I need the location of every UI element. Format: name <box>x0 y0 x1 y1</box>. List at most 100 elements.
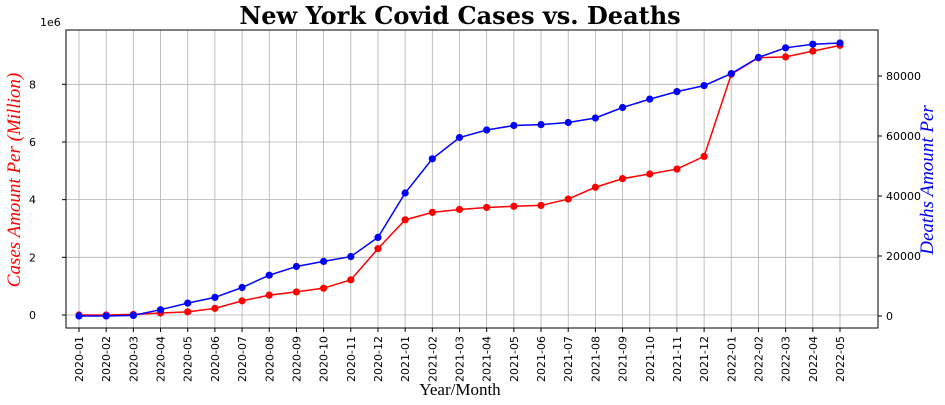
series-point-cases <box>428 208 436 216</box>
series-point-cases <box>320 284 328 292</box>
series-point-cases <box>265 291 273 299</box>
series-point-cases <box>591 183 599 191</box>
series-point-cases <box>646 170 654 178</box>
series-point-cases <box>401 216 409 224</box>
x-tick-label: 2021-12 <box>698 336 711 382</box>
series-point-deaths <box>455 133 464 142</box>
x-tick-label: 2021-01 <box>399 336 412 382</box>
series-point-cases <box>782 53 790 61</box>
series-point-deaths <box>618 103 627 112</box>
x-tick-label: 2021-11 <box>671 336 684 382</box>
x-tick-label: 2020-10 <box>318 336 331 382</box>
x-axis: 2020-01 2020-02 2020-03 2020-04 2020-05 2020-… <box>73 328 847 382</box>
x-tick-label: 2020-11 <box>345 336 358 382</box>
series-point-cases <box>537 201 545 210</box>
series-point-deaths <box>156 306 165 314</box>
series-point-deaths <box>836 39 844 47</box>
right-tick-label: 60000 <box>886 130 921 143</box>
x-tick-label: 2020-09 <box>290 336 303 382</box>
x-tick-label: 2021-08 <box>589 336 602 382</box>
x-tick-label: 2022-02 <box>752 336 765 382</box>
series-point-deaths <box>238 283 246 292</box>
series-point-deaths <box>184 299 192 307</box>
series-point-deaths <box>428 155 436 163</box>
series-point-deaths <box>646 95 654 103</box>
series-point-deaths <box>727 70 735 78</box>
series-point-deaths <box>347 253 355 261</box>
x-tick-label: 2021-09 <box>617 336 630 382</box>
x-tick-label: 2020-03 <box>127 336 140 382</box>
series-point-cases <box>673 165 681 173</box>
series-layer <box>75 39 844 320</box>
right-tick-label: 80000 <box>886 70 921 83</box>
plot-frame <box>65 29 879 329</box>
grid <box>66 30 878 328</box>
x-tick-label: 2021-04 <box>481 336 494 382</box>
series-point-deaths <box>129 311 137 319</box>
x-tick-label: 2021-03 <box>454 336 467 382</box>
left-offset-text: 1e6 <box>40 16 61 29</box>
series-point-deaths <box>320 257 328 265</box>
left-y-axis: 0 2 4 6 8 <box>29 78 66 322</box>
x-tick-label: 2020-04 <box>155 336 168 382</box>
series-point-cases <box>510 202 518 210</box>
x-tick-label: 2021-10 <box>644 336 657 382</box>
series-point-cases <box>292 288 301 296</box>
series-point-deaths <box>265 271 273 279</box>
series-point-deaths <box>374 233 382 241</box>
x-tick-label: 2022-01 <box>725 336 738 382</box>
x-tick-label: 2022-04 <box>807 336 820 382</box>
right-tick-label: 20000 <box>886 250 921 263</box>
right-y-axis: 0 20000 40000 60000 80000 <box>878 70 921 323</box>
x-tick-label: 2020-07 <box>236 336 249 382</box>
series-point-deaths <box>809 40 817 48</box>
x-tick-label: 2021-07 <box>562 336 575 382</box>
series-point-cases <box>238 297 246 305</box>
left-tick-label: 8 <box>29 78 36 91</box>
series-point-deaths <box>483 126 491 134</box>
series-point-cases <box>483 203 491 212</box>
series-point-deaths <box>700 82 708 90</box>
x-tick-label: 2020-06 <box>209 336 222 382</box>
x-tick-label: 2020-12 <box>372 336 385 382</box>
x-tick-label: 2021-05 <box>508 336 521 382</box>
series-point-cases <box>618 174 627 183</box>
series-point-cases <box>374 245 382 253</box>
series-point-deaths <box>564 118 572 127</box>
series-point-cases <box>809 47 817 55</box>
x-tick-label: 2020-01 <box>73 336 86 382</box>
x-tick-label: 2020-08 <box>263 336 276 382</box>
series-point-cases <box>700 152 708 160</box>
left-tick-label: 6 <box>29 136 36 149</box>
left-tick-label: 2 <box>29 251 36 264</box>
series-point-deaths <box>591 114 599 122</box>
x-tick-label: 2022-03 <box>780 336 793 382</box>
left-tick-label: 4 <box>29 194 36 207</box>
x-tick-label: 2020-02 <box>100 336 113 382</box>
series-point-deaths <box>537 121 545 129</box>
x-tick-label: 2021-02 <box>426 336 439 382</box>
right-axis-label: Deaths Amount Per <box>917 105 938 256</box>
series-point-cases <box>347 276 355 284</box>
series-point-deaths <box>75 312 83 320</box>
series-point-deaths <box>102 312 110 320</box>
series-point-deaths <box>292 262 301 271</box>
left-tick-label: 0 <box>29 309 36 322</box>
x-tick-label: 2021-06 <box>535 336 548 382</box>
series-point-cases <box>455 205 464 214</box>
series-point-cases <box>184 308 192 316</box>
chart-title: New York Covid Cases vs. Deaths <box>239 1 680 30</box>
series-point-deaths <box>211 293 219 301</box>
series-point-deaths <box>673 88 681 96</box>
series-point-deaths <box>754 53 763 62</box>
series-point-deaths <box>510 121 518 130</box>
left-axis-label: Cases Amount Per (Million) <box>4 73 25 287</box>
series-point-deaths <box>782 44 790 52</box>
x-tick-label: 2022-05 <box>834 336 847 382</box>
right-tick-label: 40000 <box>886 190 921 203</box>
series-point-deaths <box>401 189 409 197</box>
series-point-cases <box>211 304 219 312</box>
series-point-cases <box>564 195 572 203</box>
x-axis-label: Year/Month <box>419 380 501 399</box>
